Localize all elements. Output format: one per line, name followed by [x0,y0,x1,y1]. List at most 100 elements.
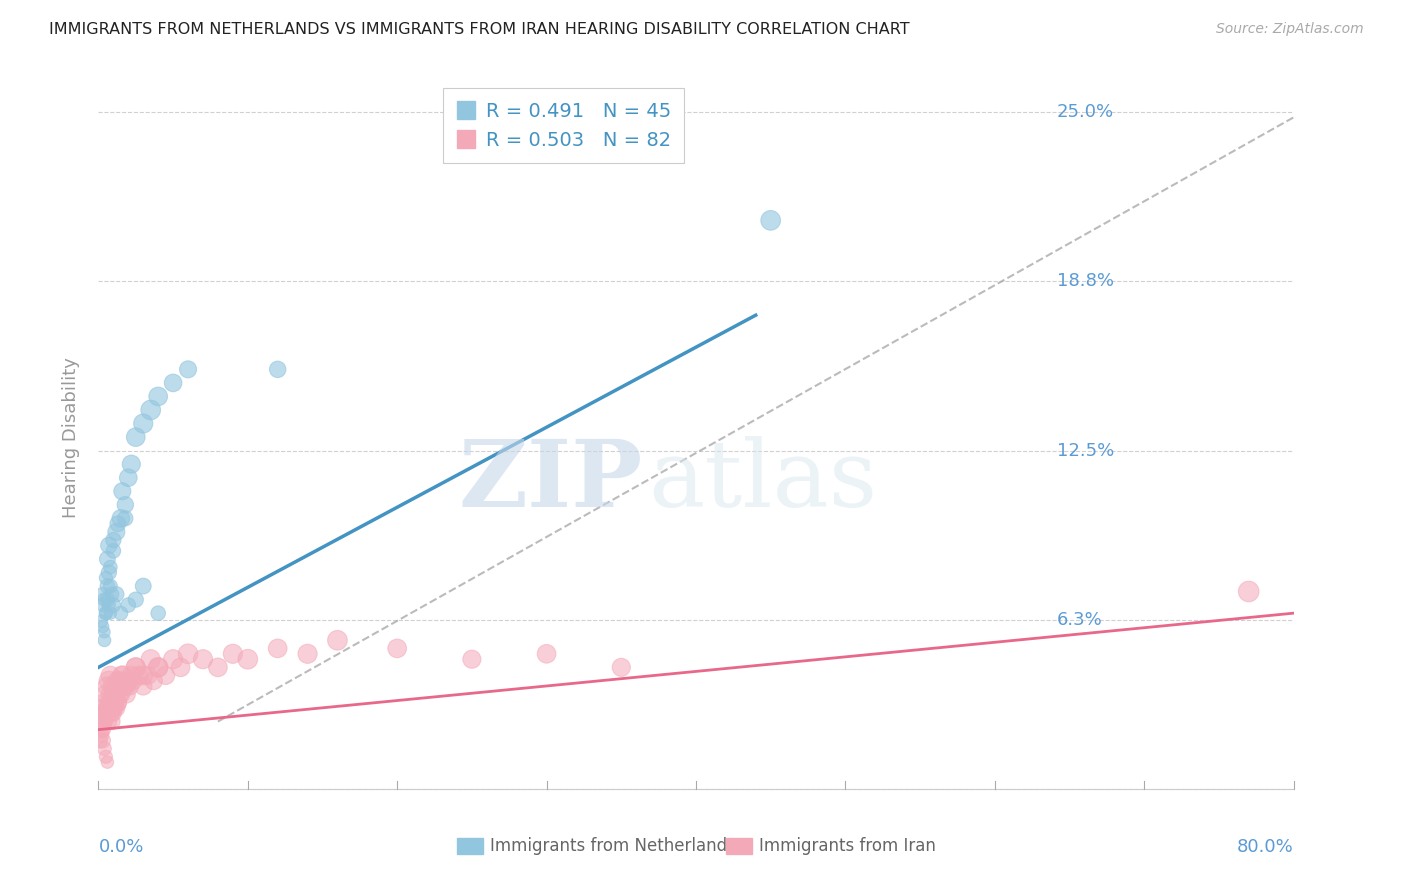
Point [267,641,290,656]
Point [107,696,129,710]
Point [96,701,118,715]
Point [94,606,117,620]
Point [98,606,122,620]
Point [110,606,132,620]
Point [236,652,259,666]
Y-axis label: Hearing Disability: Hearing Disability [62,357,80,517]
Point [162,652,184,666]
Point [125,430,148,444]
Point [98,668,122,682]
Point [98,688,122,702]
Point [105,679,128,693]
Point [108,673,131,688]
Point [114,679,136,693]
Point [97,566,120,580]
Point [104,696,127,710]
Point [139,403,162,417]
Point [114,511,136,525]
Point [128,668,150,682]
Point [385,641,409,656]
Text: 6.3%: 6.3% [1057,611,1102,629]
Point [297,647,319,661]
Point [139,652,162,666]
Bar [457,838,484,854]
Text: Immigrants from Netherlands: Immigrants from Netherlands [491,837,737,855]
Point [93,741,115,756]
Point [107,696,129,710]
Point [93,714,115,729]
Point [101,714,124,729]
Point [104,688,127,702]
Point [93,633,115,648]
Point [118,679,141,693]
Point [759,213,782,227]
Text: Source: ZipAtlas.com: Source: ZipAtlas.com [1216,22,1364,37]
Point [98,696,122,710]
Point [111,484,134,499]
Point [132,668,155,682]
Point [120,457,142,471]
Point [97,673,120,688]
Point [98,560,122,574]
Point [177,647,200,661]
Point [89,733,111,747]
Point [103,544,125,558]
Point [117,471,139,485]
Point [94,606,117,620]
Point [101,587,124,601]
Point [91,733,114,747]
Bar [725,838,752,854]
Point [461,652,484,666]
Point [93,714,115,729]
Point [111,668,134,682]
Point [91,701,114,715]
Point [132,417,155,431]
Point [120,668,142,682]
Text: 80.0%: 80.0% [1237,838,1294,856]
Point [101,679,124,693]
Point [114,498,136,512]
Point [104,701,127,715]
Point [103,701,125,715]
Point [191,652,214,666]
Point [98,579,122,593]
Point [207,660,229,674]
Point [155,668,177,682]
Point [93,625,115,640]
Point [326,633,349,648]
Point [105,524,128,539]
Text: 12.5%: 12.5% [1057,442,1114,459]
Point [125,592,148,607]
Point [162,376,184,390]
Point [94,571,117,585]
Point [110,511,132,525]
Point [96,701,118,715]
Point [110,688,132,702]
Point [96,579,118,593]
Point [103,533,125,547]
Text: IMMIGRANTS FROM NETHERLANDS VS IMMIGRANTS FROM IRAN HEARING DISABILITY CORRELATI: IMMIGRANTS FROM NETHERLANDS VS IMMIGRANT… [49,22,910,37]
Point [93,696,115,710]
Point [91,723,114,737]
Point [90,723,112,737]
Point [97,538,120,552]
Point [94,706,117,721]
Point [91,620,114,634]
Point [117,673,139,688]
Point [112,673,135,688]
Point [110,679,132,693]
Point [610,660,633,674]
Point [125,660,148,674]
Point [169,660,191,674]
Point [90,728,112,742]
Point [136,668,159,682]
Point [97,696,120,710]
Point [103,688,125,702]
Point [148,660,170,674]
Point [103,598,125,612]
Point [115,688,138,702]
Text: ZIP: ZIP [458,436,643,526]
Point [222,647,245,661]
Point [107,673,129,688]
Point [267,362,290,376]
